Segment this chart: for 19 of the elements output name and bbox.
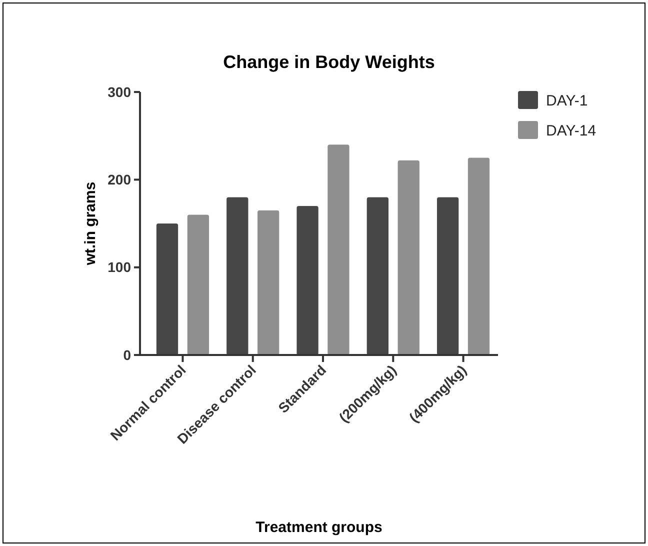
- bar: [258, 210, 280, 355]
- legend-label: DAY-1: [546, 92, 588, 110]
- chart-title: Change in Body Weights: [223, 52, 435, 72]
- bar: [156, 224, 178, 355]
- legend-label: DAY-14: [546, 122, 596, 140]
- y-tick-label: 200: [108, 172, 132, 188]
- bar: [436, 197, 459, 355]
- y-tick-label: 0: [123, 346, 132, 363]
- y-tick-label: 300: [108, 84, 132, 100]
- bar: [187, 214, 210, 355]
- bar: [468, 158, 490, 355]
- x-axis-title: Treatment groups: [256, 519, 382, 536]
- bar: [366, 197, 388, 355]
- y-axis-title: wt.in grams: [82, 182, 99, 266]
- bar: [398, 160, 420, 355]
- y-tick-label: 100: [108, 259, 132, 276]
- bar: [328, 144, 350, 355]
- bar: [296, 206, 318, 355]
- bar: [226, 197, 248, 355]
